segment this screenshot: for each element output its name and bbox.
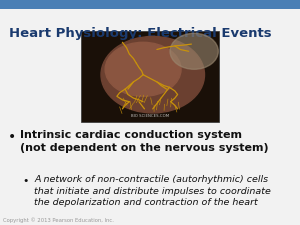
Text: •: • <box>8 130 16 144</box>
Ellipse shape <box>101 36 205 113</box>
Text: Intrinsic cardiac conduction system
(not dependent on the nervous system): Intrinsic cardiac conduction system (not… <box>20 130 268 153</box>
Text: BIO SCIENCES.COM: BIO SCIENCES.COM <box>131 114 169 118</box>
Bar <box>0 0 300 9</box>
Text: Heart Physiology: Electrical Events: Heart Physiology: Electrical Events <box>9 27 272 40</box>
Ellipse shape <box>105 42 181 96</box>
Text: •: • <box>22 176 29 185</box>
Text: A network of non-contractile (autorhythmic) cells
that initiate and distribute i: A network of non-contractile (autorhythm… <box>34 176 272 207</box>
Bar <box>81 32 219 122</box>
Ellipse shape <box>170 33 218 69</box>
Text: Copyright © 2013 Pearson Education, Inc.: Copyright © 2013 Pearson Education, Inc. <box>3 217 114 223</box>
